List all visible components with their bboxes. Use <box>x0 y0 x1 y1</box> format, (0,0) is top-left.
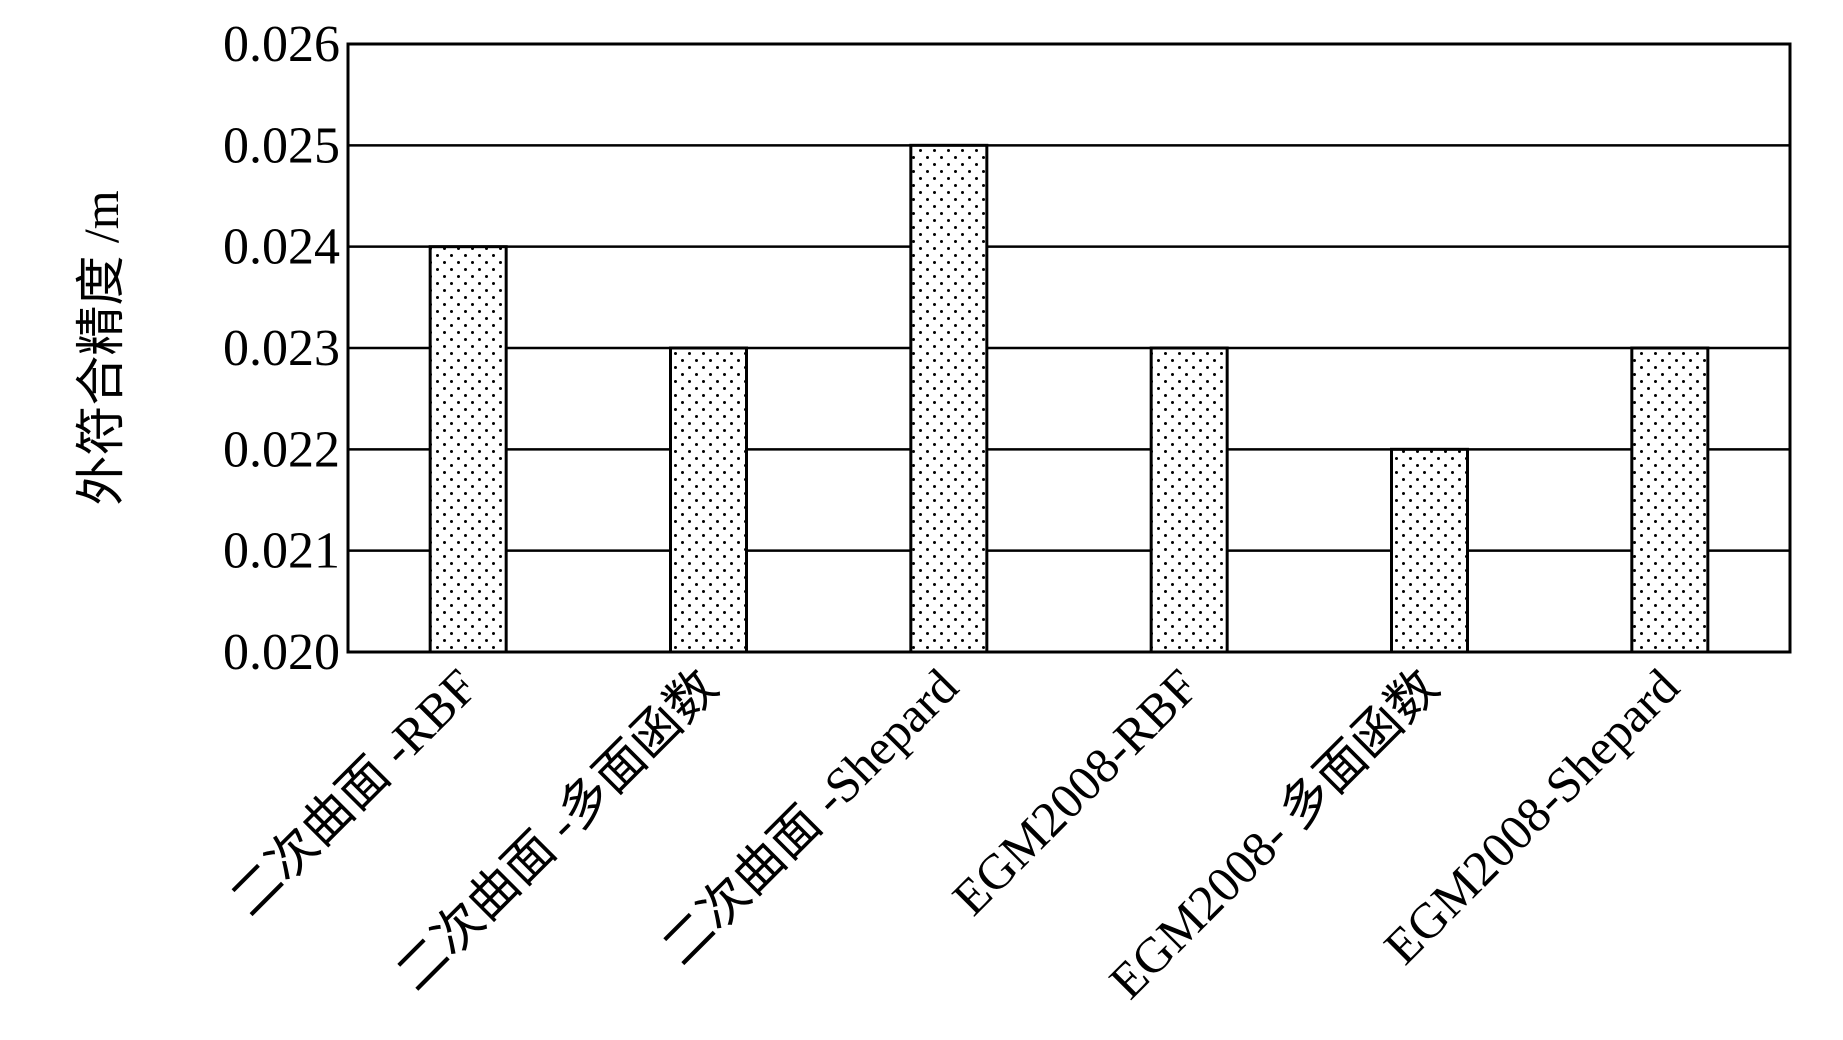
bar <box>909 143 989 654</box>
y-tick-label: 0.025 <box>223 117 340 174</box>
y-tick-label: 0.020 <box>223 624 340 681</box>
y-tick-label: 0.021 <box>223 523 340 580</box>
y-tick-label: 0.024 <box>223 219 340 276</box>
x-tick-label: EGM2008-RBF <box>941 658 1208 925</box>
bar <box>1390 447 1469 654</box>
bar <box>669 346 748 654</box>
y-axis-label: 外符合精度 /m <box>73 190 129 505</box>
y-tick-label: 0.026 <box>223 16 340 73</box>
y-tick-label: 0.023 <box>223 320 340 377</box>
bar <box>428 245 508 654</box>
bar <box>1630 346 1710 654</box>
plot-frame <box>346 42 1792 654</box>
y-tick-labels: 0.020 0.021 0.022 0.023 0.024 0.025 0.026 <box>223 16 340 681</box>
bars <box>428 143 1710 654</box>
x-tick-label: 二次曲面 -RBF <box>219 658 487 926</box>
bar <box>1149 346 1229 654</box>
gridlines <box>348 144 1790 552</box>
y-tick-label: 0.022 <box>223 421 340 478</box>
